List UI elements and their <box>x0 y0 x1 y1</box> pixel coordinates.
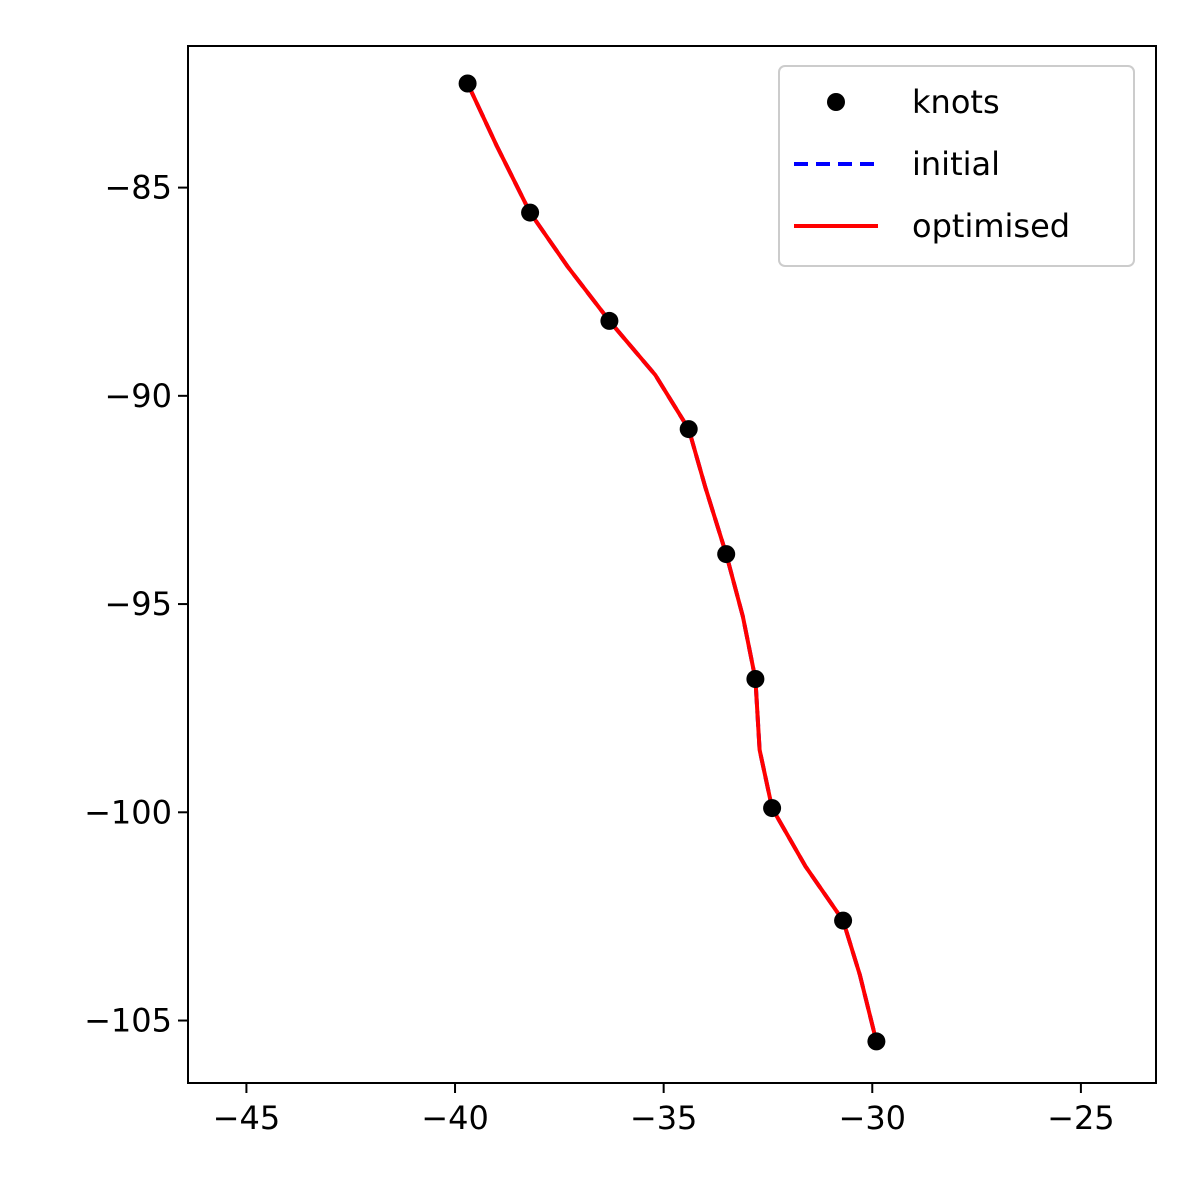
x-tick-label: −35 <box>630 1099 698 1137</box>
knot-point-4 <box>679 420 698 439</box>
legend: knots initial optimised <box>778 65 1135 267</box>
legend-label-optimised: optimised <box>912 207 1070 245</box>
y-tick-label: −105 <box>84 1002 172 1040</box>
knot-point-5 <box>717 545 736 564</box>
y-tick-label: −95 <box>104 585 172 623</box>
knot-point-7 <box>763 799 782 818</box>
axes-frame <box>187 45 1157 1084</box>
knot-point-6 <box>746 670 765 688</box>
knot-point-1 <box>458 74 477 93</box>
legend-box <box>778 65 1135 267</box>
x-axis: −45 −40 −35 −30 −25 <box>213 1083 1115 1137</box>
knot-point-3 <box>600 311 619 330</box>
knot-point-2 <box>521 203 540 222</box>
x-tick-label: −40 <box>421 1099 489 1137</box>
x-tick-label: −30 <box>839 1099 907 1137</box>
y-tick-label: −100 <box>84 793 172 831</box>
plot-area <box>458 74 886 1051</box>
legend-label-initial: initial <box>912 145 1000 183</box>
x-tick-label: −45 <box>213 1099 281 1137</box>
x-tick-label: −25 <box>1047 1099 1115 1137</box>
legend-label-knots: knots <box>912 83 1000 121</box>
knot-point-8 <box>834 911 853 930</box>
y-axis: −85 −90 −95 −100 −105 <box>84 169 188 1040</box>
legend-marker-knots <box>827 93 845 111</box>
y-tick-label: −85 <box>104 169 172 207</box>
y-tick-label: −90 <box>104 377 172 415</box>
knot-point-9 <box>867 1032 886 1051</box>
